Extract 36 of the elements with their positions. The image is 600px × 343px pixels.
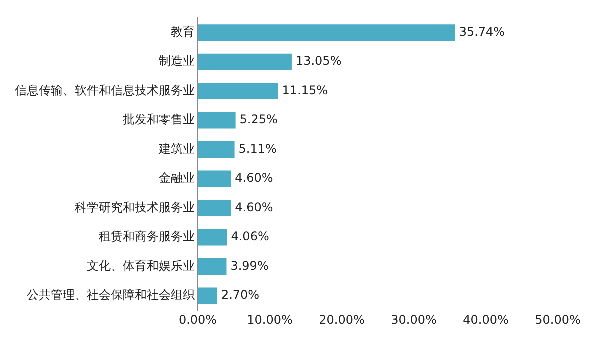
bar bbox=[198, 200, 232, 216]
x-tick-label: 50.00% bbox=[535, 312, 581, 327]
bar bbox=[198, 54, 292, 70]
x-tick-label: 20.00% bbox=[319, 312, 365, 327]
x-tick-label: 30.00% bbox=[391, 312, 437, 327]
bar bbox=[198, 112, 236, 129]
bar bbox=[198, 83, 278, 100]
x-tick-label: 40.00% bbox=[463, 312, 509, 327]
y-tick-label: 金融业 bbox=[159, 171, 195, 186]
data-label: 4.06% bbox=[231, 230, 270, 244]
data-label: 5.25% bbox=[240, 112, 278, 127]
data-label: 2.70% bbox=[221, 288, 260, 302]
y-tick-label: 批发和零售业 bbox=[123, 112, 195, 127]
data-label: 5.11% bbox=[238, 142, 277, 156]
y-tick-label: 信息传输、软件和信息技术服务业 bbox=[15, 83, 195, 98]
bar bbox=[198, 24, 456, 42]
data-label: 3.99% bbox=[230, 258, 269, 273]
y-tick-label: 教育 bbox=[171, 24, 195, 39]
y-tick-label: 租赁和商务服务业 bbox=[99, 230, 195, 244]
data-label: 11.15% bbox=[282, 83, 328, 98]
bar bbox=[198, 170, 232, 188]
bar bbox=[198, 258, 227, 275]
bar bbox=[198, 229, 228, 246]
bar bbox=[198, 142, 235, 158]
y-tick-label: 文化、体育和娱乐业 bbox=[87, 258, 195, 273]
data-label: 35.74% bbox=[459, 24, 506, 39]
data-label: 4.60% bbox=[235, 200, 274, 214]
y-tick-label: 建筑业 bbox=[158, 142, 195, 156]
data-label: 4.60% bbox=[235, 171, 274, 186]
x-tick-label: 0.00% bbox=[178, 312, 218, 327]
data-label: 13.05% bbox=[296, 54, 342, 68]
bar bbox=[198, 288, 218, 304]
x-tick-label: 10.00% bbox=[247, 312, 293, 327]
y-tick-label: 公共管理、社会保障和社会组织 bbox=[27, 288, 195, 302]
y-tick-label: 科学研究和技术服务业 bbox=[75, 200, 195, 214]
y-tick-label: 制造业 bbox=[159, 54, 195, 68]
